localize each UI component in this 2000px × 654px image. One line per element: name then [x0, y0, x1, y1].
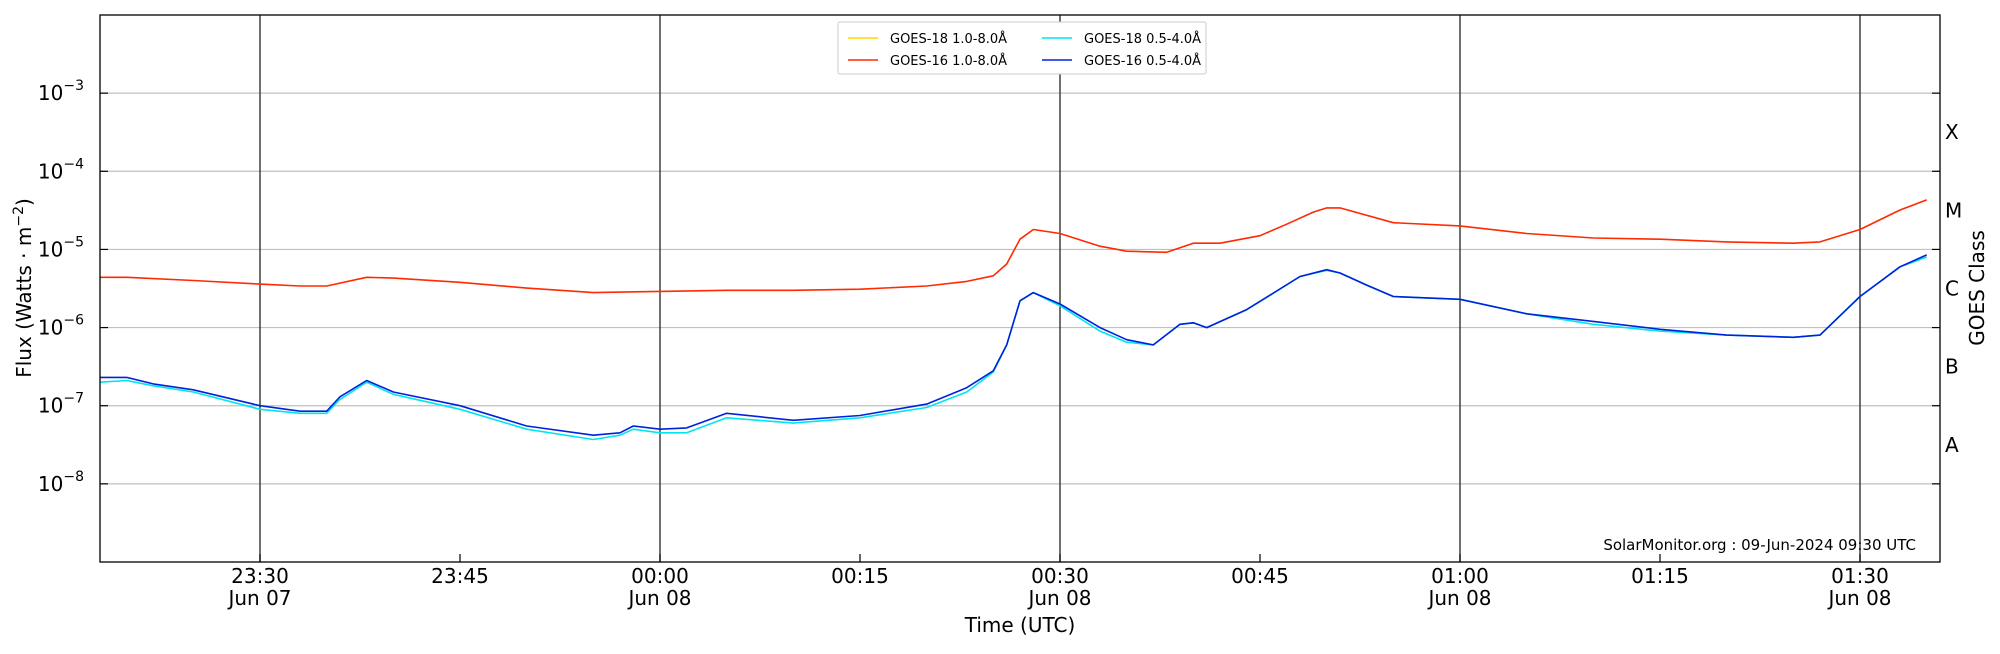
x-tick-label: 23:45 — [431, 564, 489, 588]
x-tick-label: 23:30 — [231, 564, 289, 588]
x-tick-label: 00:15 — [831, 564, 889, 588]
x-tick-label: 00:30 — [1031, 564, 1089, 588]
goes-class-label: A — [1945, 433, 1959, 457]
y-tick-label: 10−3 — [38, 78, 84, 105]
legend-box — [837, 21, 1207, 75]
x-tick-label: 01:15 — [1631, 564, 1689, 588]
x-tick-label: 01:30 — [1831, 564, 1889, 588]
goes-class-axis-label: GOES Class — [1965, 230, 1989, 346]
y-tick-label: 10−4 — [38, 156, 84, 183]
y-axis-label: Flux (Watts · m−2) — [11, 198, 36, 378]
goes-class-label: B — [1945, 355, 1959, 379]
grid-layer — [100, 92, 1940, 485]
legend-entry: GOES-16 1.0-8.0Å — [890, 53, 1007, 69]
x-tick-sublabel: Jun 08 — [1426, 586, 1491, 610]
x-tick-label: 00:45 — [1231, 564, 1289, 588]
legend-entry: GOES-18 1.0-8.0Å — [890, 31, 1007, 47]
legend: GOES-18 1.0-8.0Å GOES-16 1.0-8.0Å GOES-18 … — [837, 21, 1207, 75]
source-annotation: SolarMonitor.org : 09-Jun-2024 09:30 UTC — [1603, 536, 1916, 554]
x-tick-label: 01:00 — [1431, 564, 1489, 588]
y-tick-label: 10−8 — [38, 469, 84, 496]
goes-class-label: C — [1945, 277, 1959, 301]
series-line — [100, 254, 1928, 436]
x-tick-sublabel: Jun 07 — [226, 586, 291, 610]
x-tick-sublabel: Jun 08 — [1826, 586, 1891, 610]
y-tick-label: 10−7 — [38, 391, 84, 418]
goes-class-label: M — [1945, 198, 1962, 222]
x-tick-sublabel: Jun 08 — [1026, 586, 1091, 610]
series-line — [100, 199, 1927, 294]
series-layer — [99, 199, 1928, 441]
legend-entry: GOES-16 0.5-4.0Å — [1084, 53, 1201, 69]
y-tick-label: 10−6 — [38, 313, 84, 340]
x-tick-sublabel: Jun 08 — [626, 586, 691, 610]
y-tick-label: 10−5 — [38, 234, 84, 261]
goes-class-label: X — [1945, 120, 1959, 144]
legend-entry: GOES-18 0.5-4.0Å — [1084, 31, 1201, 47]
y-axis-label-text: Flux (Watts · m−2) — [11, 198, 36, 378]
vertical-lines-layer — [259, 15, 1861, 562]
x-axis-label: Time (UTC) — [964, 613, 1076, 637]
x-tick-label: 00:00 — [631, 564, 689, 588]
plot-frame — [99, 14, 1941, 563]
